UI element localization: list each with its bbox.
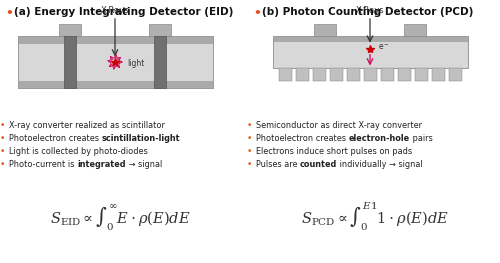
Bar: [18, 36, 212, 88]
Bar: [448, 68, 462, 81]
Bar: [414, 68, 428, 81]
Text: electron-hole: electron-hole: [348, 134, 410, 143]
Bar: [380, 68, 394, 81]
Text: •: •: [247, 160, 252, 169]
Text: •: •: [247, 134, 252, 143]
Text: Light is collected by photo-diodes: Light is collected by photo-diodes: [9, 147, 148, 156]
Text: individually → signal: individually → signal: [338, 160, 423, 169]
Text: •: •: [0, 134, 6, 143]
Text: •: •: [247, 121, 252, 130]
Bar: [149, 24, 171, 36]
Text: pairs: pairs: [410, 134, 432, 143]
Text: •: •: [0, 160, 6, 169]
Text: light: light: [127, 59, 144, 68]
Text: counted: counted: [300, 160, 338, 169]
Bar: [296, 68, 308, 81]
Text: $S_{\mathrm{PCD}} \propto \int_0^{E1} 1 \cdot \rho(E)dE$: $S_{\mathrm{PCD}} \propto \int_0^{E1} 1 …: [301, 200, 449, 233]
Text: scintillation-light: scintillation-light: [102, 134, 180, 143]
Text: Pulses are: Pulses are: [256, 160, 300, 169]
Bar: [398, 68, 410, 81]
Bar: [272, 36, 468, 41]
Text: •: •: [253, 7, 261, 20]
Text: Photoelectron creates: Photoelectron creates: [256, 134, 348, 143]
Text: X-Rays: X-Rays: [100, 6, 130, 15]
Bar: [404, 24, 425, 36]
Text: Electrons induce short pulses on pads: Electrons induce short pulses on pads: [256, 147, 412, 156]
Text: (b) Photon Counting Detector (PCD): (b) Photon Counting Detector (PCD): [262, 7, 474, 17]
Text: → signal: → signal: [126, 160, 162, 169]
Bar: [364, 68, 376, 81]
Bar: [312, 68, 326, 81]
Text: Photoelectron creates: Photoelectron creates: [9, 134, 102, 143]
Bar: [18, 81, 212, 88]
Text: Photo-current is: Photo-current is: [9, 160, 77, 169]
Bar: [314, 24, 336, 36]
Bar: [154, 36, 166, 88]
Text: (a) Energy Integrating Detector (EID): (a) Energy Integrating Detector (EID): [14, 7, 234, 17]
Bar: [64, 36, 76, 88]
Text: •: •: [5, 7, 13, 20]
Bar: [432, 68, 444, 81]
Text: X-ray converter realized as scintillator: X-ray converter realized as scintillator: [9, 121, 165, 130]
Bar: [18, 36, 212, 43]
Text: •: •: [247, 147, 252, 156]
Bar: [60, 24, 81, 36]
Text: e$^-$: e$^-$: [378, 43, 390, 52]
Text: X-Rays: X-Rays: [356, 6, 384, 15]
Bar: [330, 68, 342, 81]
Bar: [272, 36, 468, 68]
Bar: [346, 68, 360, 81]
Text: $S_{\mathrm{EID}} \propto \int_0^{\infty} E \cdot \rho(E)dE$: $S_{\mathrm{EID}} \propto \int_0^{\infty…: [50, 203, 190, 233]
Text: •: •: [0, 121, 6, 130]
Text: integrated: integrated: [77, 160, 126, 169]
Bar: [278, 68, 291, 81]
Text: Semiconductor as direct X-ray converter: Semiconductor as direct X-ray converter: [256, 121, 422, 130]
Text: •: •: [0, 147, 6, 156]
